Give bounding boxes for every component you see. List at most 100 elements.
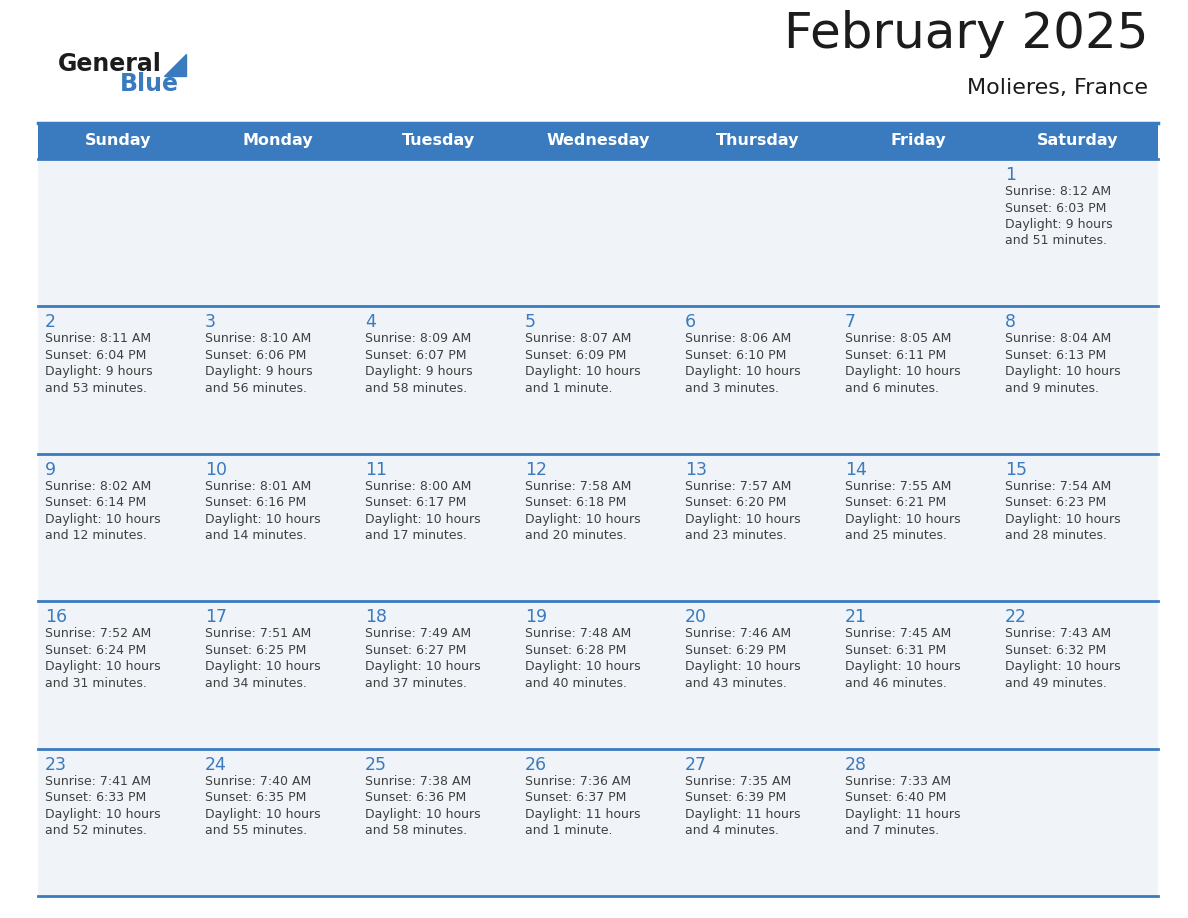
- Text: 1: 1: [1005, 166, 1016, 184]
- Text: Sunrise: 8:09 AM: Sunrise: 8:09 AM: [365, 332, 472, 345]
- Polygon shape: [164, 54, 187, 76]
- Text: Sunrise: 7:55 AM: Sunrise: 7:55 AM: [845, 480, 952, 493]
- Bar: [998, 601, 1158, 748]
- Text: Daylight: 9 hours: Daylight: 9 hours: [1005, 218, 1113, 231]
- Text: Sunrise: 7:33 AM: Sunrise: 7:33 AM: [845, 775, 952, 788]
- Text: Sunset: 6:40 PM: Sunset: 6:40 PM: [845, 791, 947, 804]
- Text: Sunset: 6:21 PM: Sunset: 6:21 PM: [845, 497, 947, 509]
- Text: 8: 8: [1005, 313, 1016, 331]
- Text: February 2025: February 2025: [784, 10, 1148, 58]
- Text: and 3 minutes.: and 3 minutes.: [685, 382, 779, 395]
- Text: Sunrise: 8:04 AM: Sunrise: 8:04 AM: [1005, 332, 1111, 345]
- Text: Daylight: 10 hours: Daylight: 10 hours: [206, 660, 321, 673]
- Bar: [998, 307, 1158, 453]
- Text: Sunset: 6:04 PM: Sunset: 6:04 PM: [45, 349, 146, 362]
- Bar: [38, 159, 198, 307]
- Text: 20: 20: [685, 609, 707, 626]
- Text: Sunrise: 7:41 AM: Sunrise: 7:41 AM: [45, 775, 151, 788]
- Text: and 20 minutes.: and 20 minutes.: [525, 530, 627, 543]
- Text: 26: 26: [525, 756, 548, 774]
- Text: Sunrise: 8:12 AM: Sunrise: 8:12 AM: [1005, 185, 1111, 198]
- Text: Daylight: 9 hours: Daylight: 9 hours: [365, 365, 473, 378]
- Text: Daylight: 10 hours: Daylight: 10 hours: [365, 808, 481, 821]
- Text: General: General: [58, 52, 162, 76]
- Text: 12: 12: [525, 461, 546, 479]
- Text: Sunset: 6:33 PM: Sunset: 6:33 PM: [45, 791, 146, 804]
- Text: Daylight: 9 hours: Daylight: 9 hours: [45, 365, 152, 378]
- Text: Tuesday: Tuesday: [402, 133, 474, 149]
- Text: Daylight: 10 hours: Daylight: 10 hours: [206, 513, 321, 526]
- Text: 18: 18: [365, 609, 387, 626]
- Bar: [838, 601, 998, 748]
- Text: Sunset: 6:11 PM: Sunset: 6:11 PM: [845, 349, 947, 362]
- Text: 9: 9: [45, 461, 56, 479]
- Text: Sunrise: 7:58 AM: Sunrise: 7:58 AM: [525, 480, 631, 493]
- Text: Sunset: 6:28 PM: Sunset: 6:28 PM: [525, 644, 626, 656]
- Text: and 52 minutes.: and 52 minutes.: [45, 824, 147, 837]
- Text: and 12 minutes.: and 12 minutes.: [45, 530, 147, 543]
- Text: Sunset: 6:10 PM: Sunset: 6:10 PM: [685, 349, 786, 362]
- Bar: [198, 453, 358, 601]
- Bar: [358, 748, 518, 896]
- Text: Sunset: 6:29 PM: Sunset: 6:29 PM: [685, 644, 786, 656]
- Text: Sunset: 6:24 PM: Sunset: 6:24 PM: [45, 644, 146, 656]
- Text: Sunset: 6:14 PM: Sunset: 6:14 PM: [45, 497, 146, 509]
- Bar: [198, 159, 358, 307]
- Text: 28: 28: [845, 756, 867, 774]
- Bar: [678, 159, 838, 307]
- Text: Daylight: 10 hours: Daylight: 10 hours: [845, 513, 961, 526]
- Text: Sunrise: 8:06 AM: Sunrise: 8:06 AM: [685, 332, 791, 345]
- Text: Sunrise: 8:10 AM: Sunrise: 8:10 AM: [206, 332, 311, 345]
- Text: Sunset: 6:16 PM: Sunset: 6:16 PM: [206, 497, 307, 509]
- Text: Friday: Friday: [890, 133, 946, 149]
- Text: Sunrise: 8:11 AM: Sunrise: 8:11 AM: [45, 332, 151, 345]
- Text: 16: 16: [45, 609, 68, 626]
- Bar: [198, 307, 358, 453]
- Text: Daylight: 11 hours: Daylight: 11 hours: [845, 808, 961, 821]
- Text: and 9 minutes.: and 9 minutes.: [1005, 382, 1099, 395]
- Text: and 17 minutes.: and 17 minutes.: [365, 530, 467, 543]
- Text: Daylight: 10 hours: Daylight: 10 hours: [685, 660, 801, 673]
- Text: Blue: Blue: [120, 72, 179, 96]
- Text: Daylight: 10 hours: Daylight: 10 hours: [206, 808, 321, 821]
- Bar: [358, 453, 518, 601]
- Bar: [518, 601, 678, 748]
- Text: Sunset: 6:31 PM: Sunset: 6:31 PM: [845, 644, 947, 656]
- Text: Daylight: 10 hours: Daylight: 10 hours: [45, 513, 160, 526]
- Text: and 1 minute.: and 1 minute.: [525, 382, 613, 395]
- Text: Sunrise: 7:54 AM: Sunrise: 7:54 AM: [1005, 480, 1111, 493]
- Text: and 53 minutes.: and 53 minutes.: [45, 382, 147, 395]
- Text: Sunset: 6:36 PM: Sunset: 6:36 PM: [365, 791, 466, 804]
- Text: Daylight: 10 hours: Daylight: 10 hours: [525, 365, 640, 378]
- Bar: [838, 748, 998, 896]
- Text: and 25 minutes.: and 25 minutes.: [845, 530, 947, 543]
- Text: Daylight: 10 hours: Daylight: 10 hours: [845, 365, 961, 378]
- Text: Sunset: 6:18 PM: Sunset: 6:18 PM: [525, 497, 626, 509]
- Text: Sunset: 6:07 PM: Sunset: 6:07 PM: [365, 349, 467, 362]
- Text: Sunset: 6:32 PM: Sunset: 6:32 PM: [1005, 644, 1106, 656]
- Text: Daylight: 10 hours: Daylight: 10 hours: [1005, 513, 1120, 526]
- Bar: [358, 159, 518, 307]
- Text: and 40 minutes.: and 40 minutes.: [525, 677, 627, 689]
- Text: Sunset: 6:23 PM: Sunset: 6:23 PM: [1005, 497, 1106, 509]
- Text: 7: 7: [845, 313, 857, 331]
- Text: Sunrise: 7:57 AM: Sunrise: 7:57 AM: [685, 480, 791, 493]
- Text: Daylight: 10 hours: Daylight: 10 hours: [525, 660, 640, 673]
- Text: Monday: Monday: [242, 133, 314, 149]
- Text: 4: 4: [365, 313, 375, 331]
- Text: Daylight: 10 hours: Daylight: 10 hours: [1005, 660, 1120, 673]
- Text: Sunset: 6:17 PM: Sunset: 6:17 PM: [365, 497, 467, 509]
- Text: Sunset: 6:06 PM: Sunset: 6:06 PM: [206, 349, 307, 362]
- Text: Sunrise: 7:40 AM: Sunrise: 7:40 AM: [206, 775, 311, 788]
- Bar: [998, 748, 1158, 896]
- Text: Sunset: 6:37 PM: Sunset: 6:37 PM: [525, 791, 626, 804]
- Text: Sunrise: 8:00 AM: Sunrise: 8:00 AM: [365, 480, 472, 493]
- Bar: [38, 307, 198, 453]
- Text: and 49 minutes.: and 49 minutes.: [1005, 677, 1107, 689]
- Text: Sunset: 6:13 PM: Sunset: 6:13 PM: [1005, 349, 1106, 362]
- Text: Sunrise: 7:35 AM: Sunrise: 7:35 AM: [685, 775, 791, 788]
- Text: Sunrise: 7:48 AM: Sunrise: 7:48 AM: [525, 627, 631, 640]
- Text: Sunrise: 8:01 AM: Sunrise: 8:01 AM: [206, 480, 311, 493]
- Text: and 58 minutes.: and 58 minutes.: [365, 824, 467, 837]
- Text: and 23 minutes.: and 23 minutes.: [685, 530, 786, 543]
